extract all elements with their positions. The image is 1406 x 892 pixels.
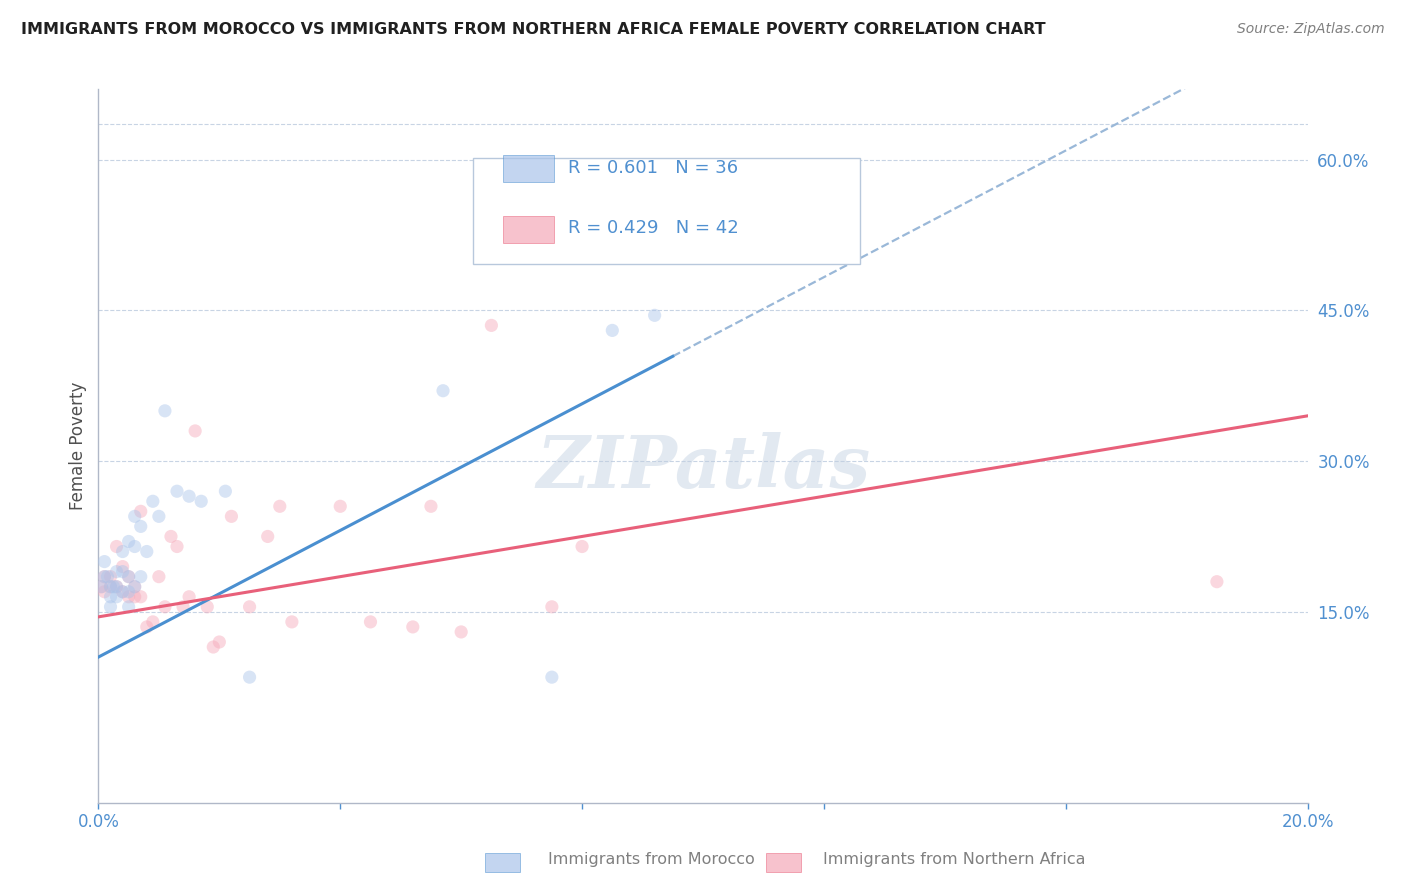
Point: [172, 599, 194, 614]
Point: [166, 540, 188, 554]
Point: [105, 590, 128, 604]
Point: [118, 599, 141, 614]
Point: [93, 584, 115, 599]
Point: [111, 544, 134, 558]
Point: [118, 590, 141, 604]
Point: [148, 509, 170, 524]
Point: [111, 584, 134, 599]
Point: [103, 580, 125, 594]
FancyBboxPatch shape: [474, 159, 860, 264]
Point: [135, 544, 157, 558]
Point: [184, 424, 207, 438]
Point: [105, 565, 128, 579]
Point: [124, 540, 146, 554]
Text: R = 0.429   N = 42: R = 0.429 N = 42: [568, 219, 738, 236]
Point: [329, 500, 352, 514]
Point: [129, 569, 152, 583]
Text: Source: ZipAtlas.com: Source: ZipAtlas.com: [1237, 22, 1385, 37]
Text: IMMIGRANTS FROM MOROCCO VS IMMIGRANTS FROM NORTHERN AFRICA FEMALE POVERTY CORREL: IMMIGRANTS FROM MOROCCO VS IMMIGRANTS FR…: [21, 22, 1046, 37]
Point: [432, 384, 454, 398]
Point: [281, 615, 304, 629]
Point: [214, 484, 236, 499]
Point: [90, 580, 112, 594]
Point: [100, 590, 122, 604]
Point: [111, 565, 134, 579]
Point: [481, 318, 503, 333]
Point: [129, 504, 152, 518]
Y-axis label: Female Poverty: Female Poverty: [69, 382, 87, 510]
Point: [540, 670, 562, 684]
Point: [111, 584, 134, 599]
Point: [111, 559, 134, 574]
Point: [450, 624, 472, 639]
Point: [96, 569, 118, 583]
Point: [105, 580, 128, 594]
Point: [153, 599, 176, 614]
Point: [129, 590, 152, 604]
Point: [93, 569, 115, 583]
Point: [135, 620, 157, 634]
Point: [142, 494, 165, 508]
Point: [105, 540, 128, 554]
Point: [239, 599, 262, 614]
Point: [166, 484, 188, 499]
Text: ZIPatlas: ZIPatlas: [536, 432, 870, 503]
Text: Immigrants from Morocco: Immigrants from Morocco: [548, 852, 755, 867]
Point: [124, 580, 146, 594]
Point: [195, 599, 218, 614]
Point: [118, 569, 141, 583]
Point: [90, 580, 112, 594]
Point: [148, 569, 170, 583]
Bar: [503, 216, 554, 243]
Point: [402, 620, 425, 634]
Point: [153, 404, 176, 418]
Point: [124, 509, 146, 524]
Point: [420, 500, 443, 514]
Point: [100, 580, 122, 594]
Point: [93, 569, 115, 583]
Point: [118, 569, 141, 583]
Point: [221, 509, 243, 524]
Point: [179, 489, 201, 503]
Point: [208, 635, 231, 649]
Point: [142, 615, 165, 629]
Point: [118, 584, 141, 599]
Point: [644, 309, 666, 323]
Text: Immigrants from Northern Africa: Immigrants from Northern Africa: [823, 852, 1085, 867]
Point: [239, 670, 262, 684]
Point: [202, 640, 225, 654]
Point: [105, 580, 128, 594]
Point: [160, 529, 183, 543]
Bar: [503, 155, 554, 182]
Text: R = 0.601   N = 36: R = 0.601 N = 36: [568, 159, 738, 177]
Point: [129, 519, 152, 533]
Point: [571, 540, 593, 554]
Point: [360, 615, 382, 629]
Point: [783, 233, 806, 247]
Point: [93, 555, 115, 569]
Point: [118, 534, 141, 549]
Point: [1206, 574, 1229, 589]
Point: [124, 580, 146, 594]
Point: [269, 500, 291, 514]
Point: [100, 599, 122, 614]
Point: [602, 323, 624, 337]
Point: [179, 590, 201, 604]
Point: [100, 580, 122, 594]
Point: [190, 494, 212, 508]
Point: [100, 569, 122, 583]
Point: [124, 590, 146, 604]
Point: [540, 599, 562, 614]
Point: [256, 529, 278, 543]
